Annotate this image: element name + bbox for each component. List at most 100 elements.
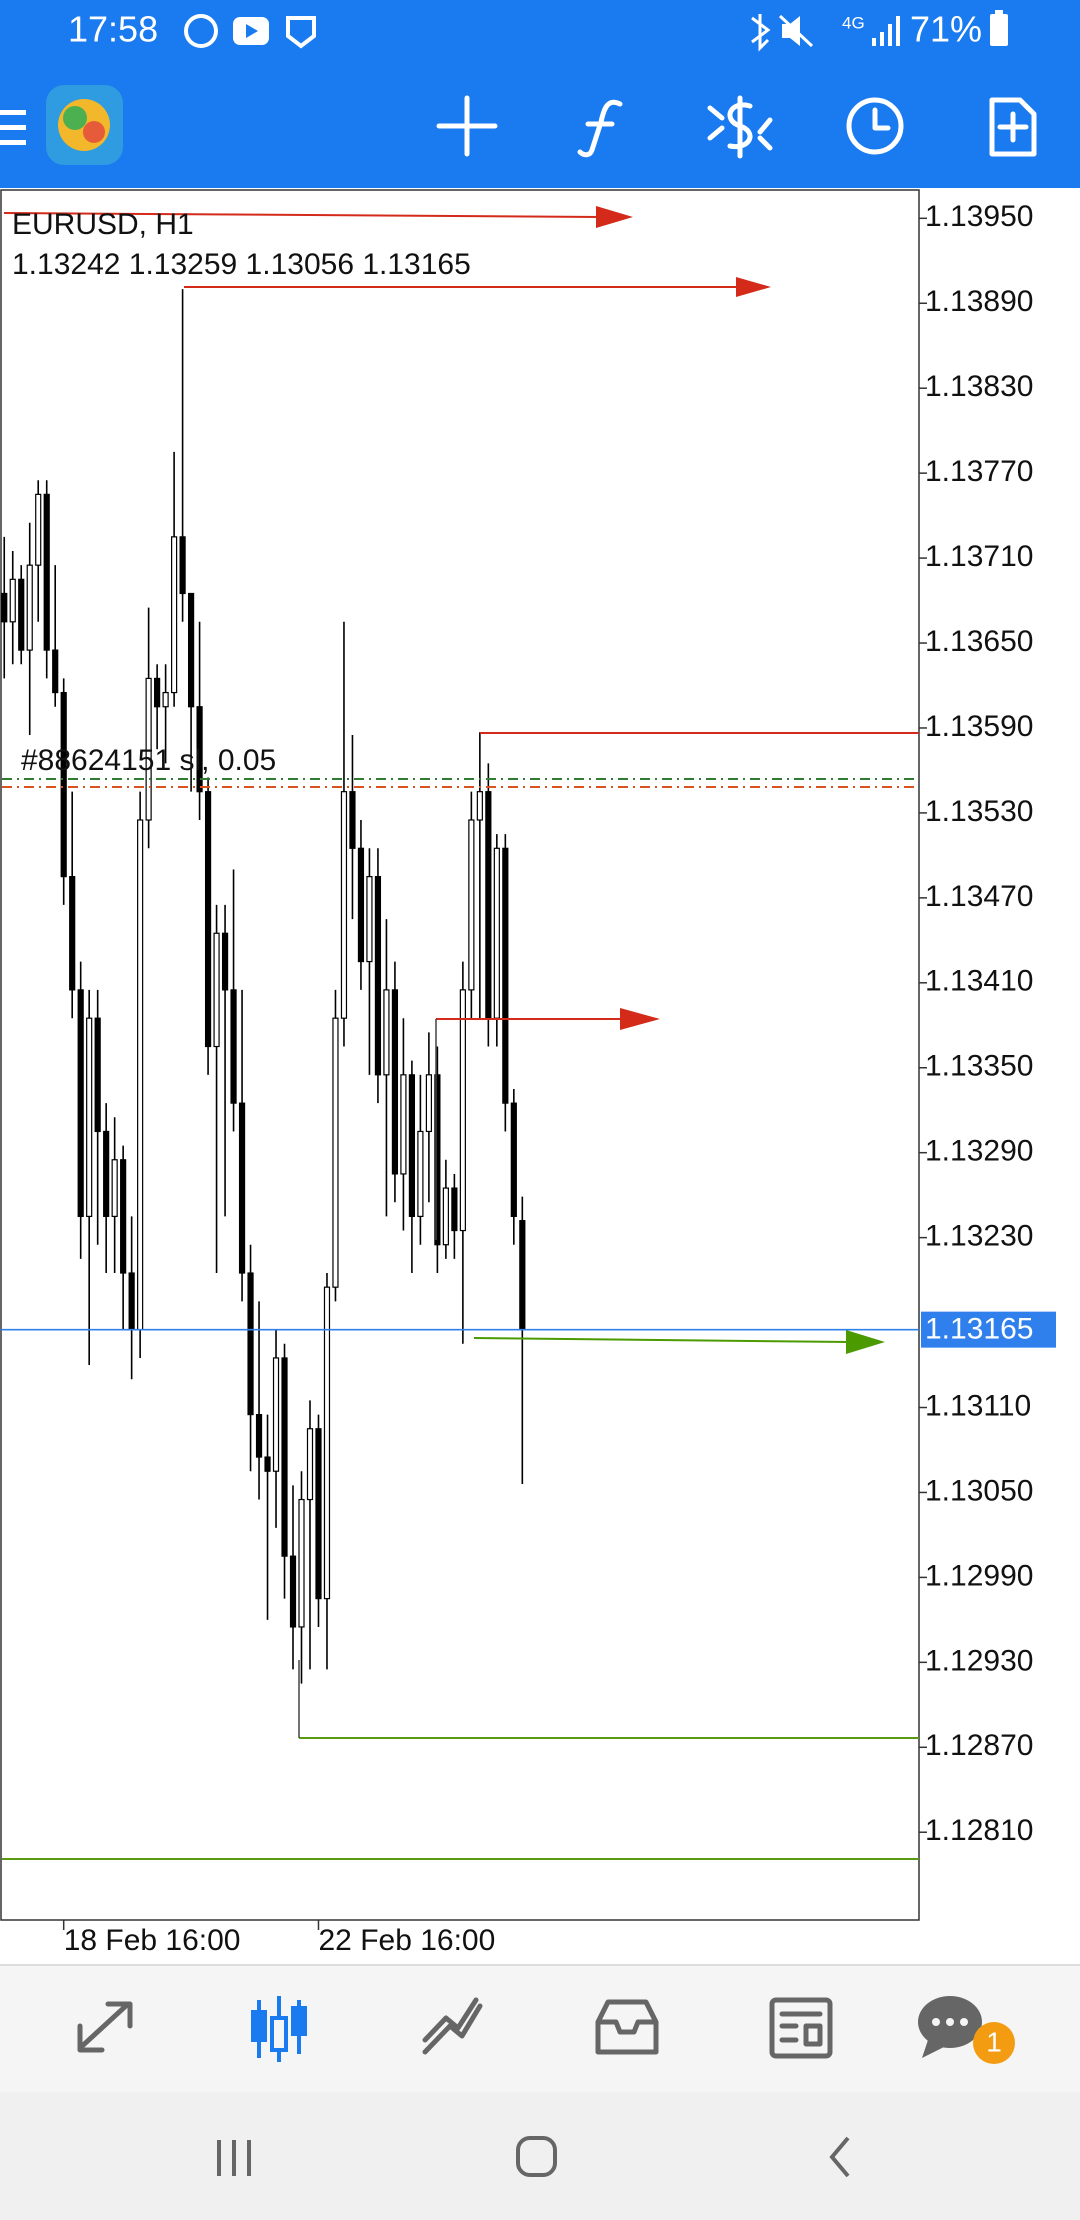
drawn-objects: [2, 206, 919, 1860]
candle-body: [391, 989, 399, 1175]
trade-tab[interactable]: [422, 1997, 483, 2055]
candle-body: [417, 1130, 424, 1217]
candle-body: [238, 1102, 246, 1274]
chat-tab[interactable]: [918, 1996, 982, 2058]
candle-body: [366, 876, 373, 963]
history-button[interactable]: [846, 97, 904, 155]
current-price-box: [921, 1311, 1056, 1348]
status-time: 17:58: [68, 9, 158, 50]
candle-body: [255, 1413, 263, 1458]
candle-body: [221, 932, 229, 991]
y-tick-label: 1.13350: [925, 1050, 1033, 1083]
candle-body: [247, 1272, 254, 1416]
candle-body: [162, 691, 169, 708]
candle-body: [1, 592, 8, 623]
current-price-label: 1.13165: [925, 1313, 1033, 1346]
y-tick-label: 1.12870: [925, 1729, 1033, 1762]
y-tick-label: 1.13890: [925, 285, 1033, 318]
candle-body: [145, 677, 152, 821]
y-tick-label: 1.13110: [925, 1389, 1031, 1422]
candle-body: [154, 677, 161, 708]
bottom-nav: [0, 1965, 1080, 2092]
recent-apps-button[interactable]: [217, 2140, 251, 2176]
candle-body: [60, 691, 67, 878]
candle-body: [442, 1187, 449, 1246]
candle-body: [9, 578, 16, 623]
signal-icon: [872, 16, 900, 46]
history-tab[interactable]: [595, 1999, 659, 2055]
indicators-button[interactable]: [577, 99, 623, 158]
back-button[interactable]: [829, 2136, 850, 2178]
y-tick-label: 1.13290: [925, 1135, 1033, 1168]
candle-body: [213, 932, 220, 1048]
candle-body: [383, 989, 390, 1076]
candle-body: [332, 1017, 339, 1288]
candle-body: [323, 1286, 331, 1600]
candle-body: [400, 1074, 407, 1175]
y-tick-label: 1.13770: [925, 455, 1033, 488]
candle-body: [459, 989, 466, 1232]
chart-title: EURUSD, H1: [12, 208, 194, 241]
candle-body: [179, 536, 186, 595]
candle-body: [18, 578, 25, 651]
y-tick-label: 1.13830: [925, 370, 1033, 403]
candle-body: [289, 1555, 297, 1628]
candle-body: [357, 847, 365, 963]
candle-body: [26, 564, 33, 651]
candle-body: [35, 493, 42, 566]
app-logo[interactable]: [46, 85, 123, 165]
menu-button[interactable]: [0, 110, 26, 145]
candle-body: [77, 989, 84, 1217]
candle-body: [43, 493, 50, 651]
candle-body: [111, 1159, 118, 1217]
new-order-button[interactable]: [989, 97, 1037, 157]
candle-body: [451, 1187, 458, 1232]
crosshair-button[interactable]: [436, 95, 498, 157]
candle-body: [502, 847, 509, 1104]
y-tick-label: 1.13950: [925, 200, 1033, 233]
home-button[interactable]: [516, 2136, 557, 2177]
candle-body: [196, 706, 203, 793]
candle-body: [204, 791, 212, 1048]
candle-body: [408, 1074, 416, 1217]
chat-badge: [973, 2022, 1015, 2064]
candle-body: [485, 791, 492, 1019]
chart-tab[interactable]: [251, 1996, 307, 2062]
y-tick-label: 1.13230: [925, 1220, 1033, 1253]
x-tick-label: 22 Feb 16:00: [318, 1924, 495, 1957]
candle-body: [137, 819, 144, 1331]
x-tick-label: 18 Feb 16:00: [64, 1924, 241, 1957]
candle-body: [519, 1220, 526, 1331]
candle-body: [69, 876, 76, 991]
y-tick-label: 1.13470: [925, 880, 1033, 913]
candle-body: [94, 1017, 101, 1133]
y-tick-label: 1.12990: [925, 1559, 1033, 1592]
y-tick-label: 1.13530: [925, 795, 1033, 828]
trade-button[interactable]: [707, 95, 773, 159]
candle-body: [468, 819, 475, 991]
candle-body: [86, 1017, 93, 1217]
ohlc-info: 1.13242 1.13259 1.13056 1.13165: [12, 248, 471, 281]
candle-body: [171, 536, 178, 694]
quotes-tab[interactable]: [77, 2001, 133, 2053]
candle-body: [120, 1159, 127, 1274]
candle-body: [425, 1074, 432, 1133]
news-tab[interactable]: [769, 1997, 833, 2059]
network-type: 4G: [842, 13, 865, 32]
candle-body: [374, 876, 382, 1076]
candle-body: [434, 1074, 441, 1246]
candle-body: [128, 1272, 135, 1331]
candle-body: [493, 847, 500, 1019]
candle-body: [349, 791, 356, 849]
candle-body: [52, 649, 59, 694]
candle-body: [315, 1428, 322, 1600]
y-tick-label: 1.13050: [925, 1474, 1033, 1507]
candle-body: [264, 1456, 271, 1472]
candle-body: [281, 1357, 288, 1557]
battery-icon: [990, 10, 1008, 46]
system-nav: [0, 2092, 1080, 2220]
candle-body: [340, 791, 348, 1019]
candle-body: [510, 1102, 517, 1217]
y-tick-label: 1.13590: [925, 710, 1033, 743]
